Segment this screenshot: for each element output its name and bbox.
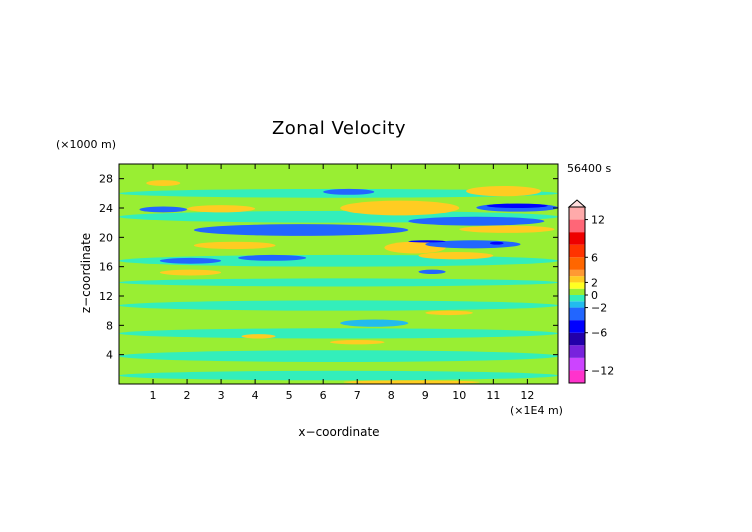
field-band xyxy=(119,350,558,362)
colorbar-swatch xyxy=(569,269,585,277)
field-band xyxy=(139,206,188,213)
colorbar-labels: 12 6 20−2 −6 −12 xyxy=(585,214,614,377)
field-band xyxy=(119,300,558,311)
y-tick-label: 12 xyxy=(99,290,113,303)
field-band xyxy=(119,370,558,381)
x-tick-label: 1 xyxy=(150,389,157,402)
field-band xyxy=(159,257,222,264)
colorbar-label: −6 xyxy=(591,327,607,340)
x-axis-label: x−coordinate xyxy=(298,425,379,439)
colorbar-swatch xyxy=(569,370,585,383)
field-band xyxy=(486,203,548,208)
field-band xyxy=(466,186,541,197)
y-tick-label: 8 xyxy=(106,319,113,332)
x-tick-label: 4 xyxy=(252,389,259,402)
colorbar-swatch xyxy=(569,345,585,358)
colorbar-label: 2 xyxy=(591,276,598,289)
y-tick-label: 28 xyxy=(99,173,113,186)
colorbar-swatch xyxy=(569,244,585,258)
y-tick-label: 16 xyxy=(99,261,113,274)
field-band xyxy=(459,225,555,233)
chart-title: Zonal Velocity xyxy=(272,118,406,139)
colorbar-swatch xyxy=(569,207,585,220)
y-axis-label: z−coordinate xyxy=(79,233,93,313)
field-band xyxy=(329,340,385,345)
colorbar-swatch xyxy=(569,257,585,270)
colorbar xyxy=(567,199,587,384)
field-band xyxy=(489,241,504,245)
colorbar-label: 0 xyxy=(591,289,598,302)
plot-frame xyxy=(118,163,559,385)
y-axis-unit: (×1000 m) xyxy=(56,138,116,151)
x-tick-label: 11 xyxy=(486,389,500,402)
field-band xyxy=(146,180,181,186)
y-tick-label: 24 xyxy=(99,202,113,215)
field-band xyxy=(425,310,473,316)
field-band xyxy=(408,216,545,226)
colorbar-swatch xyxy=(569,276,585,283)
y-axis-ticks: 4 8 12 16 20 24 28 xyxy=(99,173,558,362)
x-tick-label: 9 xyxy=(422,389,429,402)
field-band xyxy=(238,254,307,261)
x-tick-label: 12 xyxy=(520,389,534,402)
field-band xyxy=(241,334,276,339)
field-band xyxy=(187,205,256,213)
field-band xyxy=(418,252,494,260)
x-tick-label: 3 xyxy=(218,389,225,402)
colorbar-swatch xyxy=(569,219,585,233)
colorbar-label: 6 xyxy=(591,251,598,264)
field-band xyxy=(408,240,446,243)
x-tick-label: 8 xyxy=(388,389,395,402)
field-band xyxy=(418,269,446,274)
x-axis-ticks: 1 2 3 4 5 6 7 8 9 10 11 12 xyxy=(150,164,534,402)
field-band xyxy=(193,241,276,250)
field-band xyxy=(343,380,480,384)
y-tick-label: 4 xyxy=(106,349,113,362)
colorbar-label: −2 xyxy=(591,302,607,315)
field-band xyxy=(119,278,558,287)
x-tick-label: 7 xyxy=(354,389,361,402)
colorbar-swatch xyxy=(569,295,585,302)
colorbar-swatch xyxy=(569,357,585,371)
colorbar-swatch xyxy=(569,320,585,333)
field-band xyxy=(323,188,375,195)
colorbar-swatch xyxy=(569,282,585,289)
colorbar-swatch xyxy=(569,288,585,295)
x-tick-label: 5 xyxy=(286,389,293,402)
field-band xyxy=(119,328,558,339)
field-band xyxy=(340,319,409,327)
colorbar-label: −12 xyxy=(591,364,614,377)
field-band xyxy=(159,269,222,276)
colorbar-label: 12 xyxy=(591,214,605,227)
x-tick-label: 6 xyxy=(320,389,327,402)
field-band xyxy=(193,224,409,236)
colorbar-swatch xyxy=(569,301,585,308)
colorbar-swatch xyxy=(569,332,585,346)
time-label: 56400 s xyxy=(567,162,611,175)
x-tick-label: 2 xyxy=(184,389,191,402)
colorbar-extend-arrow xyxy=(567,199,587,208)
x-axis-unit: (×1E4 m) xyxy=(510,404,563,417)
y-tick-label: 20 xyxy=(99,231,113,244)
field-band xyxy=(340,200,460,216)
x-tick-label: 10 xyxy=(452,389,466,402)
plot-area xyxy=(119,164,558,384)
colorbar-swatch xyxy=(569,307,585,321)
colorbar-swatch xyxy=(569,232,585,245)
